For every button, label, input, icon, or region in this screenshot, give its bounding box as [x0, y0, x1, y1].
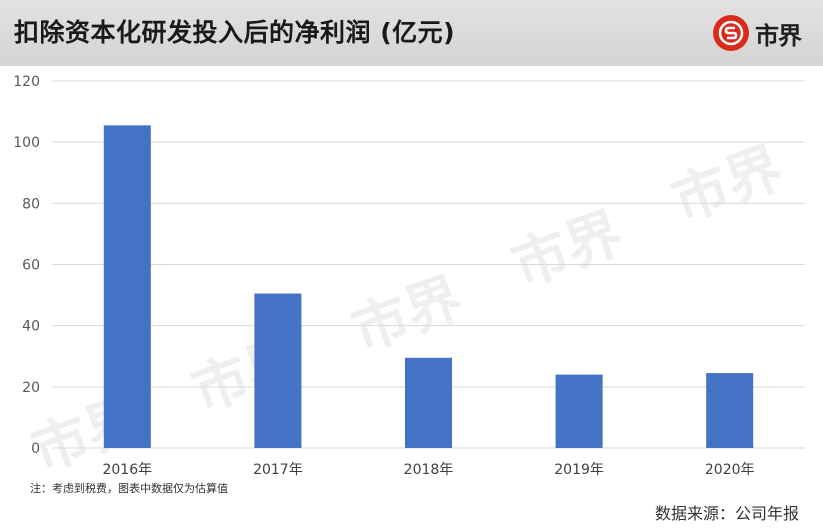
x-axis-ticks: 2016年 2017年 2018年 2019年 2020年: [102, 462, 754, 478]
gridlines: [52, 80, 805, 449]
brand-logo: 市界: [713, 12, 802, 54]
y-tick-label: 60: [22, 258, 40, 274]
y-tick-label: 40: [22, 319, 40, 335]
y-tick-label: 0: [31, 441, 40, 457]
logo-text: 市界: [755, 21, 802, 50]
footnote: 注：考虑到税费，图表中数据仅为估算值: [30, 482, 228, 495]
shijie-logo-icon: [713, 15, 749, 51]
y-tick-label: 100: [13, 135, 40, 151]
x-tick-label: 2016年: [102, 462, 152, 478]
y-tick-label: 120: [13, 74, 40, 90]
x-tick-label: 2019年: [554, 462, 604, 478]
bar-chart: 0 20 40 60 80 100 120 2016年 2017年 2018年 2019年 2020…: [13, 74, 805, 478]
bar-2017年: [254, 293, 302, 448]
bar-2018年: [405, 357, 452, 448]
bar-2016年: [103, 125, 151, 449]
bars: [103, 125, 754, 449]
x-tick-label: 2020年: [705, 462, 755, 478]
bar-2020年: [706, 373, 754, 448]
chart-title: 扣除资本化研发投入后的净利润 (亿元): [14, 18, 456, 47]
y-tick-label: 20: [22, 380, 40, 396]
title-band: [0, 0, 823, 66]
x-tick-label: 2018年: [404, 462, 454, 478]
y-tick-label: 80: [22, 196, 40, 212]
x-tick-label: 2017年: [253, 462, 303, 478]
bar-2019年: [555, 374, 603, 448]
y-axis-ticks: 0 20 40 60 80 100 120: [13, 74, 40, 457]
data-source: 数据来源：公司年报: [654, 504, 799, 523]
